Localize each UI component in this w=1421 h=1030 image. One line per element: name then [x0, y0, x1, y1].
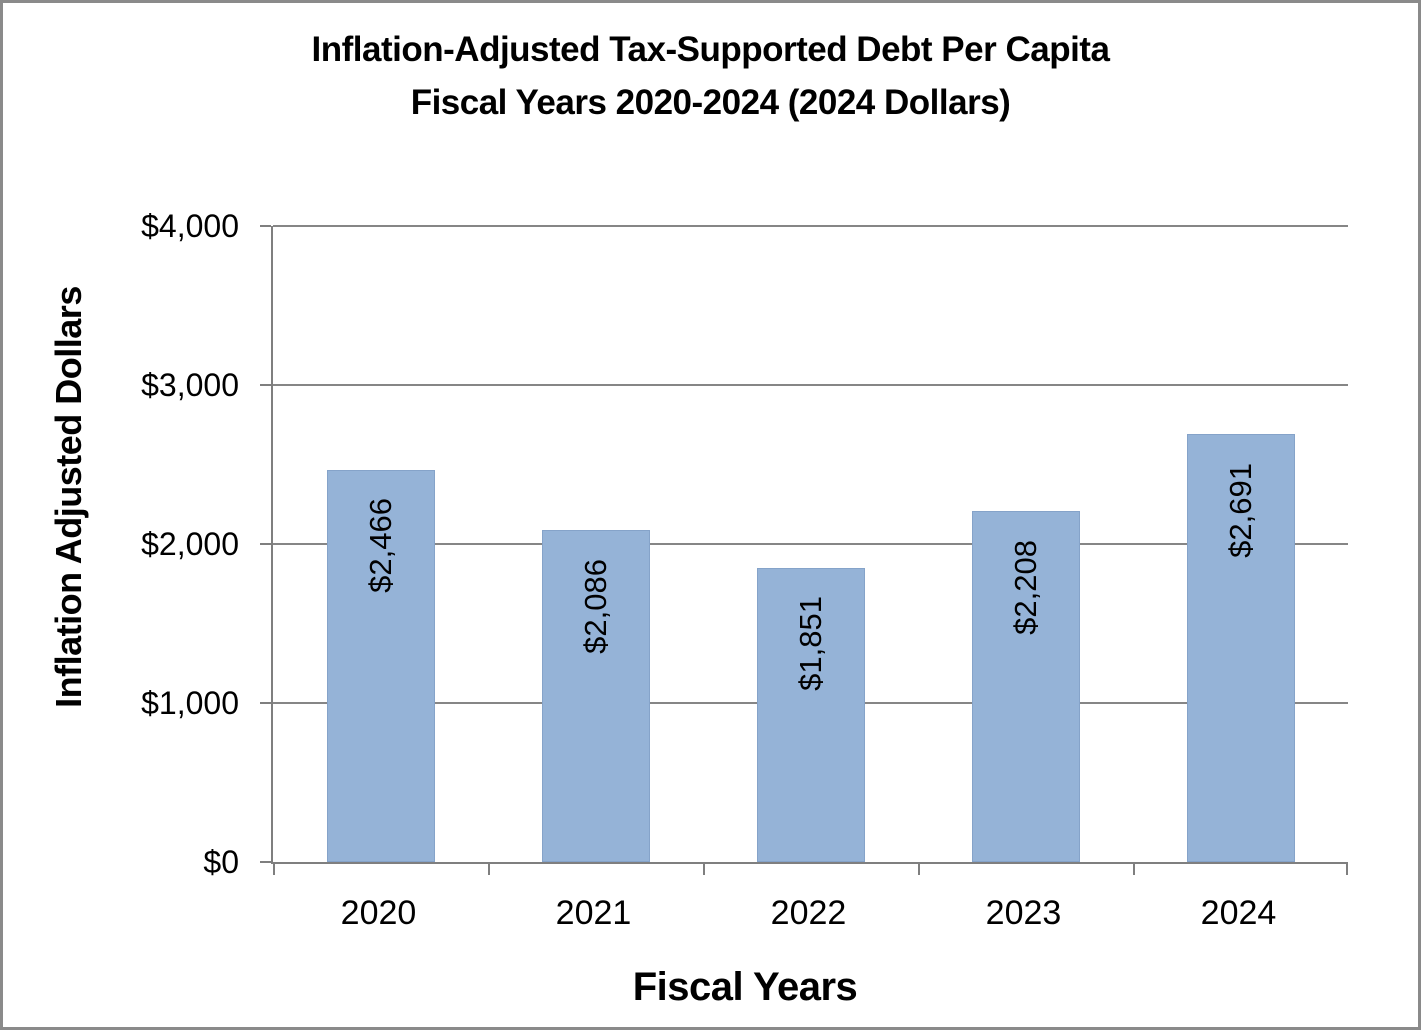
- gridline: [273, 384, 1348, 386]
- x-axis-tick: [273, 864, 275, 875]
- y-axis-tick-labels: $0 $1,000 $2,000 $3,000 $4,000: [3, 208, 239, 880]
- bar-label-box: $2,086: [543, 543, 649, 669]
- y-axis-tick: [260, 384, 271, 386]
- bar-value-label: $2,466: [362, 498, 398, 594]
- gridline: [273, 225, 1348, 227]
- plot-area: $2,466 $2,086 $1,851 $2,208 $2,691: [260, 225, 1348, 875]
- x-axis-tick-labels: 2020 2021 2022 2023 2024: [271, 891, 1346, 935]
- bar-value-label: $1,851: [792, 596, 828, 692]
- bar-label-box: $2,466: [328, 483, 434, 609]
- bar-2023: $2,208: [971, 510, 1080, 862]
- bar-label-box: $2,208: [973, 524, 1079, 650]
- bar-2020: $2,466: [326, 469, 435, 862]
- y-tick-label: $1,000: [141, 685, 239, 721]
- y-tick-label: $4,000: [141, 208, 239, 244]
- y-tick-label: $3,000: [141, 367, 239, 403]
- x-tick-label: 2021: [555, 894, 632, 932]
- x-tick-label: 2023: [985, 894, 1062, 932]
- x-axis-tick: [703, 864, 705, 875]
- bar-label-box: $1,851: [758, 581, 864, 707]
- x-tick-label: 2024: [1200, 894, 1277, 932]
- y-axis-tick: [260, 702, 271, 704]
- gridline: [273, 543, 1348, 545]
- chart-title: Inflation-Adjusted Tax-Supported Debt Pe…: [3, 23, 1418, 129]
- chart-title-line-1: Inflation-Adjusted Tax-Supported Debt Pe…: [311, 30, 1110, 69]
- x-tick-label: 2020: [340, 894, 417, 932]
- bar-value-label: $2,086: [577, 558, 613, 654]
- y-tick-label: $2,000: [141, 526, 239, 562]
- x-tick-label: 2022: [770, 894, 847, 932]
- x-axis-title: Fiscal Years: [632, 965, 858, 1009]
- bar-2021: $2,086: [541, 530, 650, 862]
- x-axis-tick: [918, 864, 920, 875]
- chart-title-line-2: Fiscal Years 2020-2024 (2024 Dollars): [410, 83, 1011, 122]
- x-axis-tick: [1346, 864, 1348, 875]
- bar-label-box: $2,691: [1188, 447, 1294, 573]
- x-axis-tick: [1133, 864, 1135, 875]
- bar-2024: $2,691: [1186, 434, 1295, 862]
- y-axis-tick: [260, 861, 271, 863]
- bar-value-label: $2,691: [1222, 462, 1258, 558]
- bar-2022: $1,851: [756, 567, 865, 862]
- bar-value-label: $2,208: [1007, 539, 1043, 635]
- y-axis-tick: [260, 543, 271, 545]
- x-axis-tick: [488, 864, 490, 875]
- y-tick-label: $0: [203, 844, 239, 880]
- y-axis-tick: [260, 225, 271, 227]
